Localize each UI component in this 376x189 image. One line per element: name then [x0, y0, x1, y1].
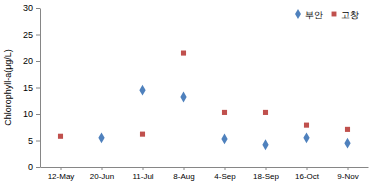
y-tick: 0 — [28, 162, 40, 172]
y-tick-label: 10 — [23, 109, 33, 119]
x-tick-label: 12-May — [48, 172, 75, 181]
y-axis-title: Chlorophyll-a(μg/L) — [3, 49, 13, 126]
x-tick-mark — [348, 167, 349, 170]
x-tick: 4-Sep — [214, 167, 236, 181]
legend: 부안 고창 — [295, 9, 359, 20]
chart: 0 5 10 15 20 25 30 12-May 20-Jun 11-Jul 8-Aug 4-Sep… — [0, 0, 376, 189]
legend-marker — [295, 9, 301, 19]
x-tick-label: 11-Jul — [132, 172, 153, 181]
x-tick-mark — [225, 167, 226, 170]
point — [262, 139, 268, 150]
y-tick-mark — [36, 61, 40, 62]
x-tick: 11-Jul — [132, 167, 153, 181]
x-tick: 18-Sep — [253, 167, 279, 181]
x-tick-label: 9-Nov — [337, 172, 358, 181]
x-tick-label: 20-Jun — [90, 172, 114, 181]
x-tick: 20-Jun — [90, 167, 114, 181]
point — [181, 51, 186, 56]
x-tick-label: 8-Aug — [173, 172, 194, 181]
x-tick: 12-May — [48, 167, 75, 181]
y-tick-label: 5 — [28, 136, 33, 146]
point — [58, 134, 63, 139]
x-tick: 8-Aug — [173, 167, 194, 181]
x-tick-label: 16-Oct — [295, 172, 320, 181]
y-tick-label: 0 — [28, 162, 33, 172]
y-tick: 5 — [28, 136, 40, 146]
y-tick-mark — [36, 114, 40, 115]
y-tick-label: 30 — [23, 3, 33, 13]
legend-label: 고창 — [341, 10, 359, 20]
x-tick-label: 4-Sep — [214, 172, 236, 181]
y-axis: 0 5 10 15 20 25 30 — [23, 3, 41, 172]
point — [221, 133, 227, 144]
x-tick-mark — [143, 167, 144, 170]
y-tick-mark — [36, 35, 40, 36]
y-axis-line — [40, 9, 41, 168]
point — [98, 132, 104, 143]
x-tick-mark — [61, 167, 62, 170]
plot: 0 5 10 15 20 25 30 12-May 20-Jun 11-Jul 8-Aug 4-Sep… — [23, 3, 369, 180]
point — [303, 132, 309, 143]
y-tick: 20 — [23, 56, 40, 66]
point — [345, 127, 350, 132]
point — [344, 138, 350, 149]
x-tick-mark — [307, 167, 308, 170]
series — [58, 51, 350, 139]
x-axis-line — [41, 167, 369, 168]
x-tick-mark — [102, 167, 103, 170]
y-tick-mark — [36, 88, 40, 89]
y-tick-mark — [36, 167, 40, 168]
x-tick-label: 18-Sep — [253, 172, 279, 181]
y-tick-label: 25 — [23, 30, 33, 40]
legend-item: 부안 — [295, 9, 323, 20]
legend-marker — [332, 12, 337, 17]
marks — [58, 51, 351, 151]
legend-label: 부안 — [305, 10, 323, 20]
point — [263, 110, 268, 115]
y-tick: 25 — [23, 30, 40, 40]
x-tick-mark — [184, 167, 185, 170]
point — [222, 110, 227, 115]
y-tick-label: 20 — [23, 56, 33, 66]
point — [139, 85, 145, 96]
point — [140, 132, 145, 137]
y-tick: 30 — [23, 3, 40, 13]
legend-item: 고창 — [332, 10, 359, 20]
point — [304, 123, 309, 128]
point — [180, 92, 186, 103]
x-tick: 9-Nov — [337, 167, 358, 181]
y-tick-mark — [36, 141, 40, 142]
y-tick-label: 15 — [23, 83, 33, 93]
y-tick: 10 — [23, 109, 40, 119]
y-tick: 15 — [23, 83, 40, 93]
series — [98, 85, 350, 150]
x-axis: 12-May 20-Jun 11-Jul 8-Aug 4-Sep 18-Sep 16-Oct… — [41, 167, 369, 181]
x-tick: 16-Oct — [295, 167, 320, 181]
y-tick-mark — [36, 8, 40, 9]
x-tick-mark — [266, 167, 267, 170]
